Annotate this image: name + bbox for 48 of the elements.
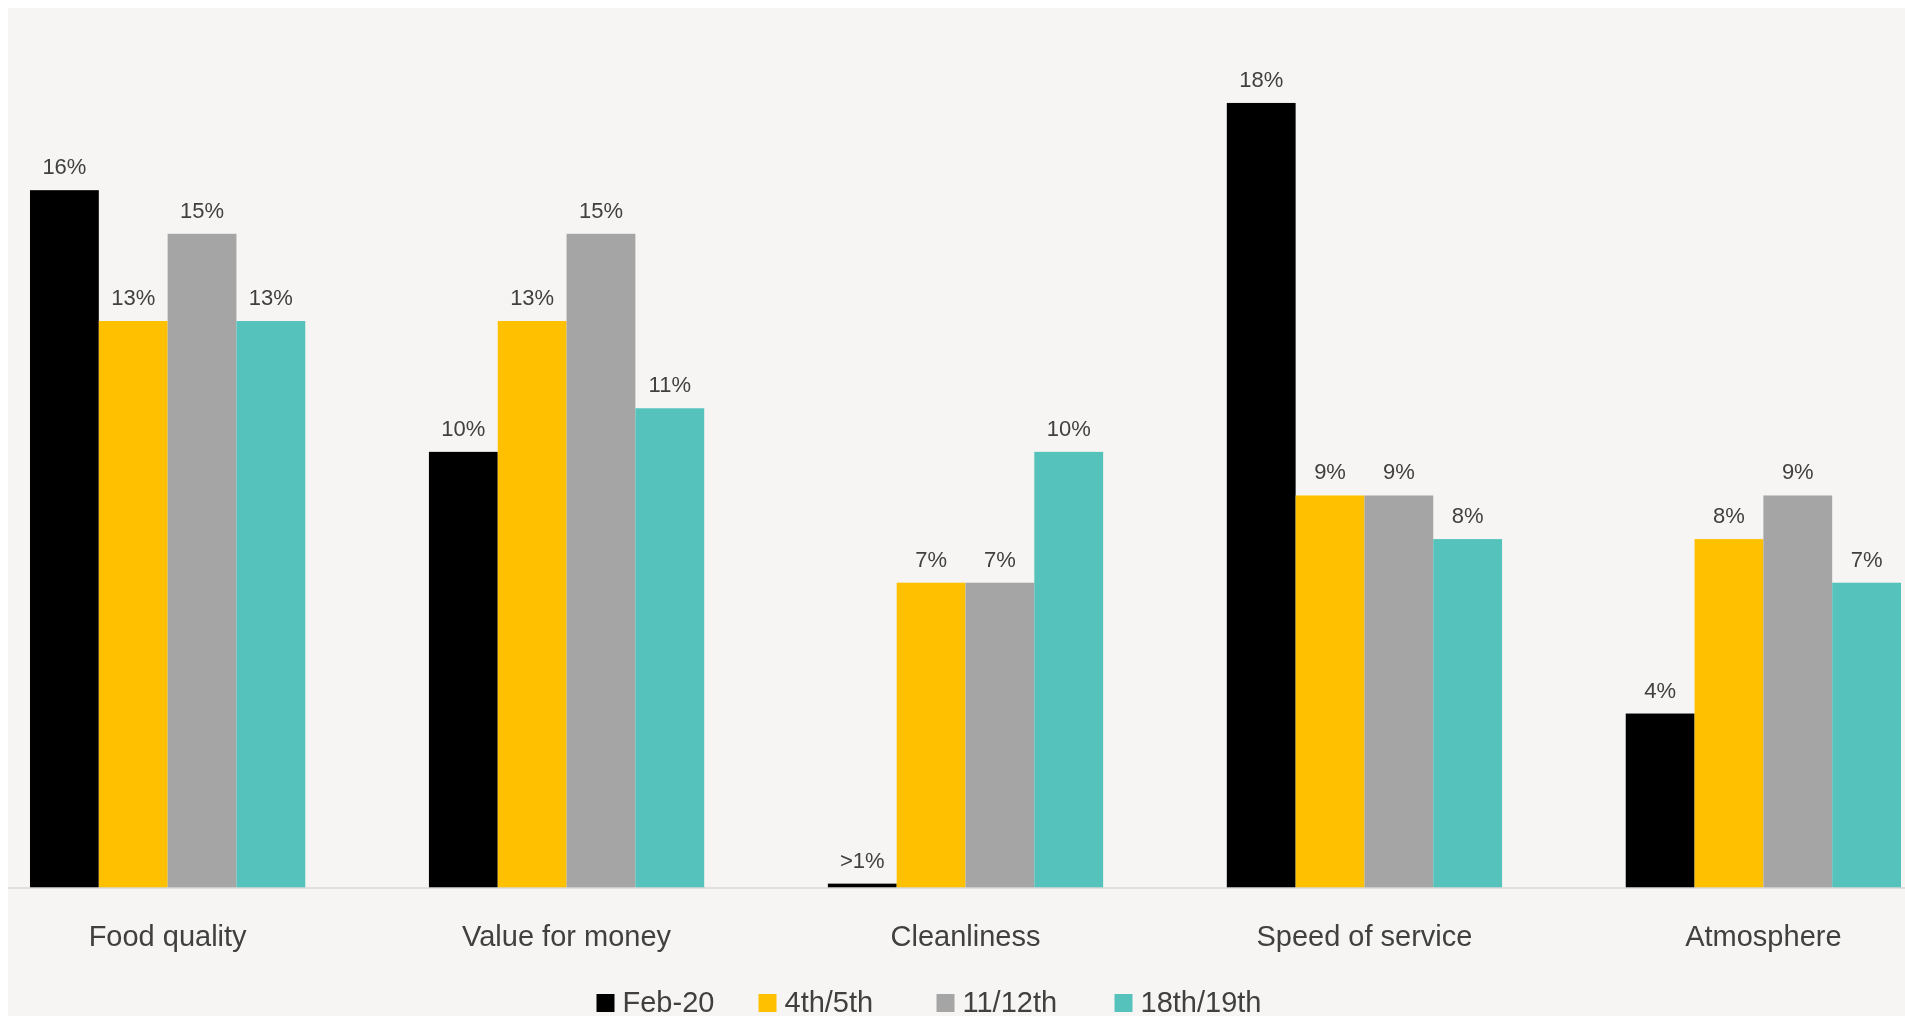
bar	[167, 233, 237, 888]
legend-label: 18th/19th	[1140, 986, 1262, 1016]
bar	[1763, 495, 1833, 888]
bar	[1226, 102, 1296, 888]
bar	[428, 451, 498, 888]
bar	[1433, 539, 1503, 888]
data-label: 8%	[1451, 503, 1484, 529]
bar	[965, 582, 1035, 888]
data-label: 15%	[180, 197, 225, 223]
bar	[896, 582, 966, 888]
x-tick-label: Speed of service	[1256, 920, 1473, 952]
bar	[1034, 451, 1104, 888]
bar	[1625, 713, 1695, 888]
bar	[236, 321, 306, 888]
x-tick-label: Food quality	[88, 920, 248, 952]
x-tick-label: Value for money	[462, 920, 672, 952]
bar	[497, 321, 567, 888]
data-label: 9%	[1314, 459, 1346, 485]
data-label: 18%	[1239, 66, 1284, 92]
data-label: 7%	[984, 546, 1016, 572]
bar	[98, 321, 168, 888]
data-label: 10%	[1046, 415, 1091, 441]
bar	[635, 408, 705, 888]
data-label: 4%	[1644, 677, 1677, 703]
data-label: 7%	[1850, 546, 1883, 572]
data-label: 11%	[648, 372, 691, 398]
bar	[1694, 539, 1764, 888]
bar	[566, 233, 636, 888]
bar	[29, 190, 99, 888]
data-label: 13%	[248, 285, 293, 311]
data-label: 13%	[510, 285, 555, 311]
data-label: >1%	[839, 847, 885, 873]
legend-label: Feb-20	[622, 986, 715, 1016]
bar	[1364, 495, 1434, 888]
bar	[1832, 582, 1902, 888]
data-label: 10%	[441, 415, 486, 441]
data-label: 16%	[42, 154, 87, 180]
bar	[1295, 495, 1365, 888]
data-label: 15%	[578, 197, 623, 223]
data-label: 13%	[111, 285, 156, 311]
data-label: 7%	[915, 546, 947, 572]
x-tick-label: Cleanliness	[890, 920, 1041, 952]
x-tick-label: Atmosphere	[1685, 920, 1842, 952]
data-label: 9%	[1781, 459, 1814, 485]
legend-label: 4th/5th	[784, 986, 874, 1016]
data-label: 8%	[1713, 503, 1745, 529]
data-label: 9%	[1382, 459, 1415, 485]
legend-label: 11/12th	[962, 986, 1058, 1016]
